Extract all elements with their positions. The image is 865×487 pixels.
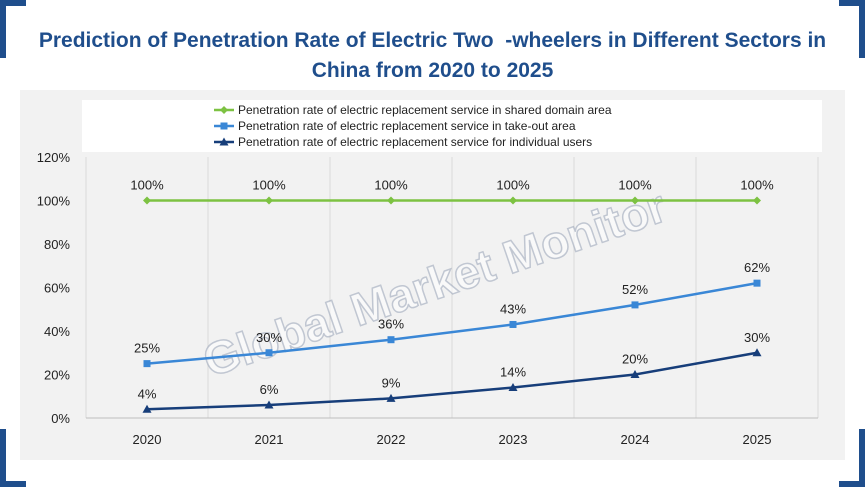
data-label: 100% xyxy=(374,178,408,193)
data-point xyxy=(142,404,152,413)
x-tick-label: 2023 xyxy=(499,432,528,447)
data-point xyxy=(143,196,151,205)
data-point xyxy=(387,196,395,205)
y-tick-label: 0% xyxy=(51,411,70,426)
series-line xyxy=(146,351,758,411)
chart-title-line-1: Prediction of Penetration Rate of Electr… xyxy=(38,29,827,52)
data-point xyxy=(753,196,761,205)
y-tick-label: 20% xyxy=(44,368,70,383)
y-tick-label: 60% xyxy=(44,281,70,296)
corner-accent xyxy=(0,429,6,487)
data-point xyxy=(387,336,395,344)
corner-accent xyxy=(0,481,26,487)
legend-entry: Penetration rate of electric replacement… xyxy=(238,103,612,117)
corner-accent xyxy=(859,429,865,487)
data-label: 14% xyxy=(500,365,526,380)
data-label: 6% xyxy=(260,382,279,397)
data-point xyxy=(386,393,396,402)
y-tick-label: 40% xyxy=(44,324,70,339)
legend-marker xyxy=(220,122,228,130)
corner-accent xyxy=(839,0,865,6)
series-line xyxy=(146,281,758,365)
data-label: 20% xyxy=(622,352,648,367)
x-tick-label: 2022 xyxy=(377,432,406,447)
data-point xyxy=(264,400,274,409)
legend-marker xyxy=(219,137,229,146)
x-tick-label: 2024 xyxy=(621,432,650,447)
data-point xyxy=(143,360,151,368)
x-tick-label: 2020 xyxy=(133,432,162,447)
data-point xyxy=(630,370,640,378)
corner-accent xyxy=(859,0,865,58)
data-point xyxy=(265,349,273,357)
data-label: 100% xyxy=(496,178,530,193)
data-point xyxy=(752,348,762,357)
data-label: 62% xyxy=(744,260,770,275)
corner-accent xyxy=(0,0,26,6)
data-point xyxy=(265,196,273,205)
data-point xyxy=(753,279,761,287)
data-label: 30% xyxy=(256,330,282,345)
data-label: 52% xyxy=(622,282,648,297)
chart-title: Prediction of Penetration Rate of Electr… xyxy=(0,26,865,86)
data-point xyxy=(509,196,517,205)
data-label: 100% xyxy=(740,178,774,193)
y-tick-label: 80% xyxy=(44,237,70,252)
y-tick-label: 120% xyxy=(37,150,71,165)
legend-entry: Penetration rate of electric replacement… xyxy=(238,119,576,133)
legend-box xyxy=(82,100,822,152)
legend-entry: Penetration rate of electric replacement… xyxy=(238,135,592,149)
corner-accent xyxy=(839,481,865,487)
data-label: 25% xyxy=(134,341,160,356)
data-point xyxy=(631,301,639,309)
data-point xyxy=(509,320,517,328)
data-label: 100% xyxy=(130,178,164,193)
x-tick-label: 2021 xyxy=(255,432,284,447)
x-tick-label: 2025 xyxy=(743,432,772,447)
data-point xyxy=(631,196,639,205)
legend-marker xyxy=(220,106,228,114)
series-2: 25% 30% 36% 43% 52% 62% xyxy=(134,260,770,368)
series-3: 4% 6% 9% 14% 20% 30% xyxy=(138,330,770,413)
data-label: 36% xyxy=(378,317,404,332)
data-label: 100% xyxy=(618,178,652,193)
data-label: 43% xyxy=(500,301,526,316)
data-label: 4% xyxy=(138,386,157,401)
data-label: 30% xyxy=(744,330,770,345)
data-point xyxy=(508,383,518,392)
series-1: 100% 100% 100% 100% 100% 100% xyxy=(130,178,774,205)
corner-accent xyxy=(0,0,6,58)
data-label: 9% xyxy=(382,375,401,390)
chart-title-line-2: China from 2020 to 2025 xyxy=(311,59,554,82)
data-label: 100% xyxy=(252,178,286,193)
y-tick-label: 100% xyxy=(37,194,71,209)
